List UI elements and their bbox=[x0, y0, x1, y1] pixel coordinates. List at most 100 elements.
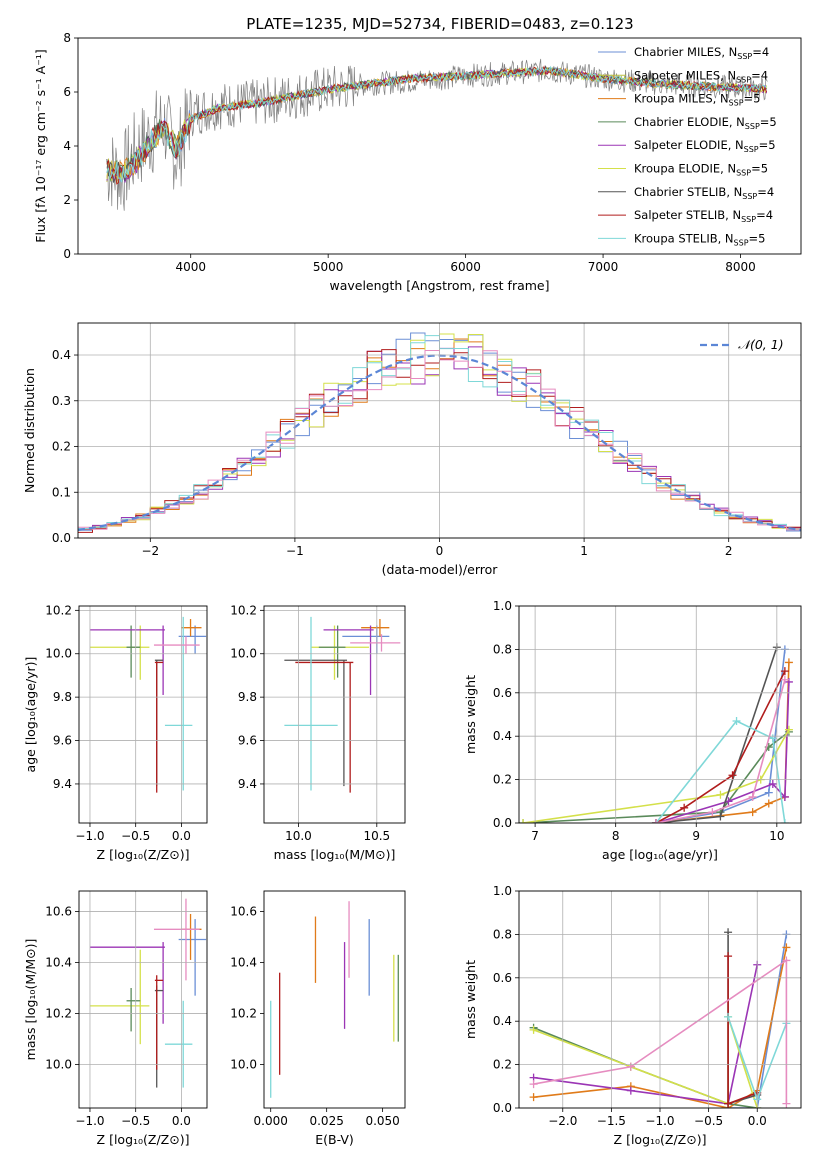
weight-marker bbox=[651, 819, 660, 823]
mass-vs-ebv-frame bbox=[263, 890, 406, 1109]
legend-entry: Chabrier MILES, NSSP=4 bbox=[634, 45, 769, 61]
spectrum-data-trace bbox=[106, 58, 768, 211]
weight-marker bbox=[764, 799, 773, 808]
y-tick-label: 9.8 bbox=[53, 690, 72, 704]
y-tick-label: 6 bbox=[63, 85, 71, 99]
y-tick-label: 10.4 bbox=[230, 955, 257, 969]
x-tick-label: 0.025 bbox=[309, 1114, 343, 1128]
y-tick-label: 0.0 bbox=[493, 816, 512, 830]
weight-marker bbox=[784, 725, 793, 734]
x-tick-label: −0.5 bbox=[694, 1114, 723, 1128]
weight-series-line bbox=[533, 1016, 758, 1108]
data-point bbox=[350, 634, 401, 652]
y-tick-label: 1.0 bbox=[493, 884, 512, 898]
y-tick-label: 0.2 bbox=[52, 440, 71, 454]
y-tick-label: 9.4 bbox=[238, 777, 257, 791]
weight-marker bbox=[680, 803, 689, 812]
x-tick-label: 5000 bbox=[313, 260, 344, 274]
data-point bbox=[89, 625, 150, 680]
y-tick-label: 10.2 bbox=[45, 1007, 72, 1021]
weight-marker bbox=[724, 1012, 733, 1021]
x-tick-label: −1.0 bbox=[645, 1114, 674, 1128]
age-vs-mass-frame bbox=[263, 605, 406, 824]
data-point bbox=[164, 1000, 193, 1088]
legend-entry: Kroupa MILES, NSSP=5 bbox=[634, 92, 760, 108]
data-point bbox=[284, 616, 338, 791]
residuals-panel: −2 −1 0 1 2 0.0 0.1 0.2 0.3 0.4 (data-model)/error… bbox=[22, 322, 802, 577]
x-tick-label: 7000 bbox=[588, 260, 619, 274]
x-tick-label: 1 bbox=[580, 544, 588, 558]
weight-marker bbox=[716, 812, 725, 821]
x-tick-label: −2 bbox=[141, 544, 159, 558]
data-point bbox=[153, 898, 200, 981]
y-tick-label: 0.1 bbox=[52, 485, 71, 499]
age-vs-Z-frame bbox=[78, 605, 208, 824]
x-axis-label: mass [log₁₀(M/M⊙)] bbox=[274, 847, 396, 862]
x-tick-label: 0 bbox=[436, 544, 444, 558]
y-tick-label: 0.4 bbox=[52, 348, 71, 362]
y-tick-label: 10.2 bbox=[230, 1007, 257, 1021]
weight-series-line bbox=[533, 947, 788, 1108]
x-tick-label: 8 bbox=[612, 829, 620, 843]
mass-weight-vs-age-panel: 7 8 9 10 0.0 0.2 0.4 0.6 0.8 1.0 age [log₁₀(age/yr… bbox=[463, 599, 802, 862]
data-point bbox=[126, 988, 141, 1032]
x-tick-label: −1 bbox=[286, 544, 304, 558]
y-tick-label: 0.6 bbox=[493, 971, 512, 985]
y-tick-label: 0.0 bbox=[493, 1101, 512, 1115]
age-vs-Z-panel: −1.0 −0.5 0.0 9.4 9.6 9.8 10.0 10.2 Z [log₁₀(Z/Z… bbox=[23, 603, 208, 862]
x-axis-label: age [log₁₀(age/yr)] bbox=[602, 847, 718, 862]
legend-entry: Salpeter ELODIE, NSSP=5 bbox=[634, 138, 776, 154]
weight-series-line bbox=[655, 679, 786, 823]
weight-marker bbox=[764, 788, 773, 797]
legend-entry: 𝒩(0, 1) bbox=[738, 337, 784, 352]
weight-marker bbox=[716, 790, 725, 799]
weight-marker bbox=[768, 779, 777, 788]
mass-weight-vs-age-frame bbox=[518, 605, 802, 824]
weight-series-line bbox=[533, 1026, 758, 1108]
weight-series-line bbox=[727, 932, 758, 1105]
x-tick-label: 0.0 bbox=[172, 829, 191, 843]
y-axis-label: mass weight bbox=[463, 675, 478, 754]
y-tick-label: 10.0 bbox=[230, 647, 257, 661]
age-vs-mass-plot-area bbox=[284, 616, 401, 793]
y-tick-label: 0.3 bbox=[52, 394, 71, 408]
weight-series-line bbox=[522, 731, 790, 823]
weight-marker bbox=[782, 956, 791, 965]
y-tick-label: 1.0 bbox=[493, 599, 512, 613]
mass-weight-vs-age-plot-area bbox=[519, 643, 793, 823]
mass-vs-ebv-plot-area bbox=[270, 901, 399, 1098]
y-tick-label: 0.6 bbox=[493, 686, 512, 700]
data-point bbox=[164, 616, 193, 791]
weight-marker bbox=[768, 734, 777, 743]
x-axis-label: wavelength [Angstrom, rest frame] bbox=[329, 278, 549, 293]
weight-series-line bbox=[533, 964, 758, 1105]
y-tick-label: 0 bbox=[63, 247, 71, 261]
weight-marker bbox=[780, 675, 789, 684]
weight-marker bbox=[780, 667, 789, 676]
legend-entry: Salpeter STELIB, NSSP=4 bbox=[634, 208, 773, 224]
data-point bbox=[89, 942, 165, 1024]
x-axis-label: (data-model)/error bbox=[382, 562, 499, 577]
mass-vs-Z-plot-area bbox=[89, 898, 207, 1088]
data-point bbox=[126, 625, 141, 678]
y-tick-label: 10.0 bbox=[45, 1058, 72, 1072]
y-tick-label: 0.4 bbox=[493, 1014, 512, 1028]
mass-vs-ebv-panel: 0.000 0.025 0.050 10.0 10.2 10.4 10.6 E(B-V) bbox=[230, 890, 406, 1147]
x-tick-label: 4000 bbox=[175, 260, 206, 274]
y-tick-label: 9.4 bbox=[53, 777, 72, 791]
x-tick-label: −0.5 bbox=[121, 1114, 150, 1128]
residuals-frame bbox=[77, 322, 802, 539]
x-tick-label: 10 bbox=[769, 829, 784, 843]
mass-vs-Z-frame bbox=[78, 890, 208, 1109]
weight-marker bbox=[708, 808, 717, 817]
legend-entry: Kroupa ELODIE, NSSP=5 bbox=[634, 162, 768, 178]
weight-marker bbox=[728, 771, 737, 780]
y-tick-label: 0.8 bbox=[493, 642, 512, 656]
y-tick-label: 10.6 bbox=[45, 904, 72, 918]
legend-entry: Salpeter MILES, NSSP=4 bbox=[634, 68, 768, 84]
weight-marker bbox=[784, 677, 793, 686]
y-tick-label: 0.2 bbox=[493, 1058, 512, 1072]
weight-marker bbox=[626, 1086, 635, 1095]
data-point bbox=[318, 625, 346, 678]
legend-entry: Kroupa STELIB, NSSP=5 bbox=[634, 231, 765, 247]
